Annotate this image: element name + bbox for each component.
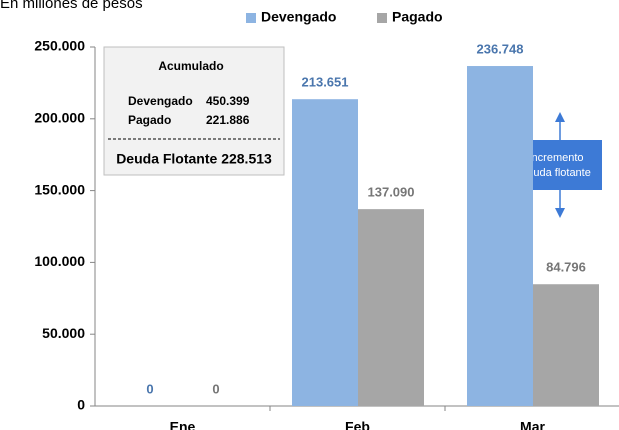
callout-text: Incremento — [528, 152, 583, 164]
x-tick-label: Ene — [170, 419, 196, 430]
value-label: 236.748 — [477, 41, 524, 56]
legend-swatch — [377, 13, 387, 23]
value-label: 0 — [212, 381, 219, 396]
legend-swatch — [246, 13, 256, 23]
legend-label: Pagado — [392, 9, 443, 25]
summary-label: Devengado — [128, 94, 193, 108]
x-tick-label: Feb — [345, 419, 370, 430]
arrow-down-head — [555, 208, 565, 218]
summary-value: 221.886 — [206, 113, 250, 127]
y-tick-label: 150.000 — [34, 181, 85, 197]
summary-label: Pagado — [128, 113, 171, 127]
value-label: 84.796 — [546, 260, 586, 275]
summary-total: Deuda Flotante 228.513 — [116, 151, 272, 167]
summary-value: 450.399 — [206, 94, 250, 108]
subtitle: En millones de pesos — [0, 0, 143, 12]
summary-box — [103, 46, 285, 176]
bar — [533, 284, 599, 406]
y-tick-label: 100.000 — [34, 253, 85, 269]
value-label: 0 — [146, 381, 153, 396]
arrow-up-head — [555, 112, 565, 122]
y-tick-label: 250.000 — [34, 38, 85, 54]
bar — [467, 66, 533, 406]
x-tick-label: Mar — [520, 419, 545, 430]
value-label: 213.651 — [302, 75, 349, 90]
y-tick-label: 0 — [77, 397, 85, 413]
value-label: 137.090 — [368, 185, 415, 200]
callout-text: deuda flotante — [521, 167, 591, 179]
bar — [358, 209, 424, 406]
summary-title: Acumulado — [158, 59, 223, 73]
y-tick-label: 50.000 — [42, 325, 85, 341]
legend-label: Devengado — [261, 9, 336, 25]
bar — [292, 99, 358, 406]
y-tick-label: 200.000 — [34, 110, 85, 126]
